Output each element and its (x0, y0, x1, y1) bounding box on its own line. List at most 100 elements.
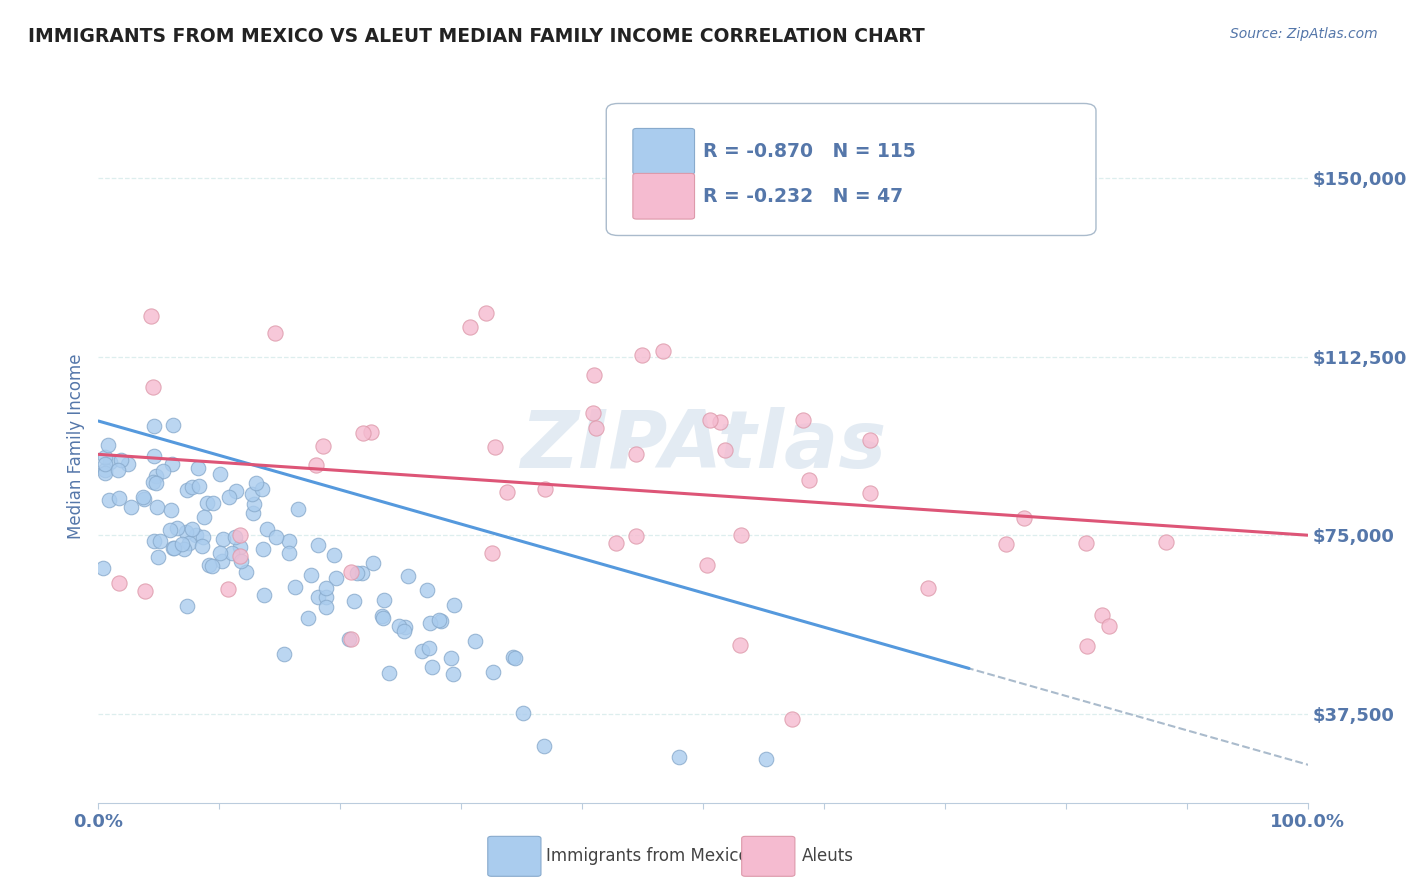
Y-axis label: Median Family Income: Median Family Income (66, 353, 84, 539)
Point (179, 536, 201, 550)
Point (91, 561, 114, 575)
Point (278, 546, 301, 560)
Point (352, 425, 374, 440)
Point (159, 523, 181, 537)
Point (193, 510, 215, 524)
Point (458, 319, 481, 334)
Point (224, 530, 246, 544)
Text: ZIPAtlas: ZIPAtlas (520, 407, 886, 485)
Point (373, 593, 395, 607)
Point (211, 532, 233, 546)
Point (172, 537, 194, 551)
Point (430, 614, 453, 628)
Point (411, 644, 433, 658)
Point (110, 453, 132, 467)
Point (420, 659, 443, 673)
Point (699, 413, 721, 427)
Point (512, 706, 534, 720)
Text: Immigrants from Mexico: Immigrants from Mexico (546, 847, 748, 865)
Point (198, 558, 221, 572)
Point (287, 501, 309, 516)
Point (139, 309, 162, 323)
Point (728, 638, 751, 652)
Point (307, 538, 329, 552)
Point (201, 559, 224, 574)
Point (917, 581, 939, 595)
Point (94, 463, 117, 477)
Point (225, 483, 247, 498)
Point (502, 650, 524, 665)
Point (350, 566, 373, 581)
Point (859, 485, 882, 500)
Point (755, 752, 778, 766)
Point (418, 641, 440, 656)
Point (360, 425, 382, 439)
Point (191, 530, 214, 544)
Text: IMMIGRANTS FROM MEXICO VS ALEUT MEDIAN FAMILY INCOME CORRELATION CHART: IMMIGRANTS FROM MEXICO VS ALEUT MEDIAN F… (28, 27, 925, 45)
Point (166, 521, 188, 535)
Point (859, 433, 882, 447)
Point (273, 647, 295, 661)
Point (337, 632, 360, 646)
Point (190, 539, 212, 553)
Point (149, 534, 172, 549)
Point (142, 475, 165, 489)
Point (187, 460, 209, 475)
Point (202, 496, 225, 510)
Point (235, 566, 257, 580)
Point (146, 500, 169, 515)
Point (142, 449, 165, 463)
Point (481, 545, 503, 559)
FancyBboxPatch shape (633, 128, 695, 174)
FancyBboxPatch shape (606, 103, 1097, 235)
Point (162, 541, 184, 556)
Point (782, 712, 804, 726)
Point (94, 457, 117, 471)
Point (142, 418, 165, 433)
Point (533, 739, 555, 753)
Point (441, 667, 464, 681)
Point (361, 556, 384, 570)
Text: Aleuts: Aleuts (803, 847, 855, 865)
Point (195, 496, 218, 510)
Point (343, 594, 366, 608)
Point (792, 413, 814, 427)
FancyBboxPatch shape (742, 837, 794, 876)
Point (994, 536, 1017, 550)
Point (484, 441, 506, 455)
Point (142, 380, 165, 394)
Text: R = -0.232   N = 47: R = -0.232 N = 47 (703, 186, 903, 206)
Point (605, 536, 627, 550)
Point (427, 613, 450, 627)
Point (229, 528, 252, 542)
Point (419, 615, 441, 630)
Point (152, 464, 174, 478)
Point (1091, 607, 1114, 622)
Point (416, 582, 439, 597)
Point (134, 584, 156, 599)
Point (162, 418, 184, 433)
Point (176, 483, 198, 497)
Point (325, 571, 347, 585)
Point (307, 591, 329, 605)
Point (221, 546, 243, 560)
Point (394, 620, 416, 634)
Text: R = -0.870   N = 115: R = -0.870 N = 115 (703, 142, 915, 161)
Point (583, 368, 606, 382)
Point (299, 567, 322, 582)
Point (339, 632, 361, 647)
Point (253, 588, 276, 602)
Point (187, 479, 209, 493)
Point (392, 624, 415, 638)
Point (474, 306, 496, 320)
Point (162, 457, 184, 471)
Point (534, 482, 557, 496)
Point (229, 540, 252, 554)
Point (624, 446, 647, 460)
Point (1074, 536, 1097, 550)
Point (585, 420, 607, 434)
Point (228, 549, 250, 564)
Point (709, 416, 731, 430)
Point (162, 541, 184, 555)
Point (396, 568, 419, 582)
